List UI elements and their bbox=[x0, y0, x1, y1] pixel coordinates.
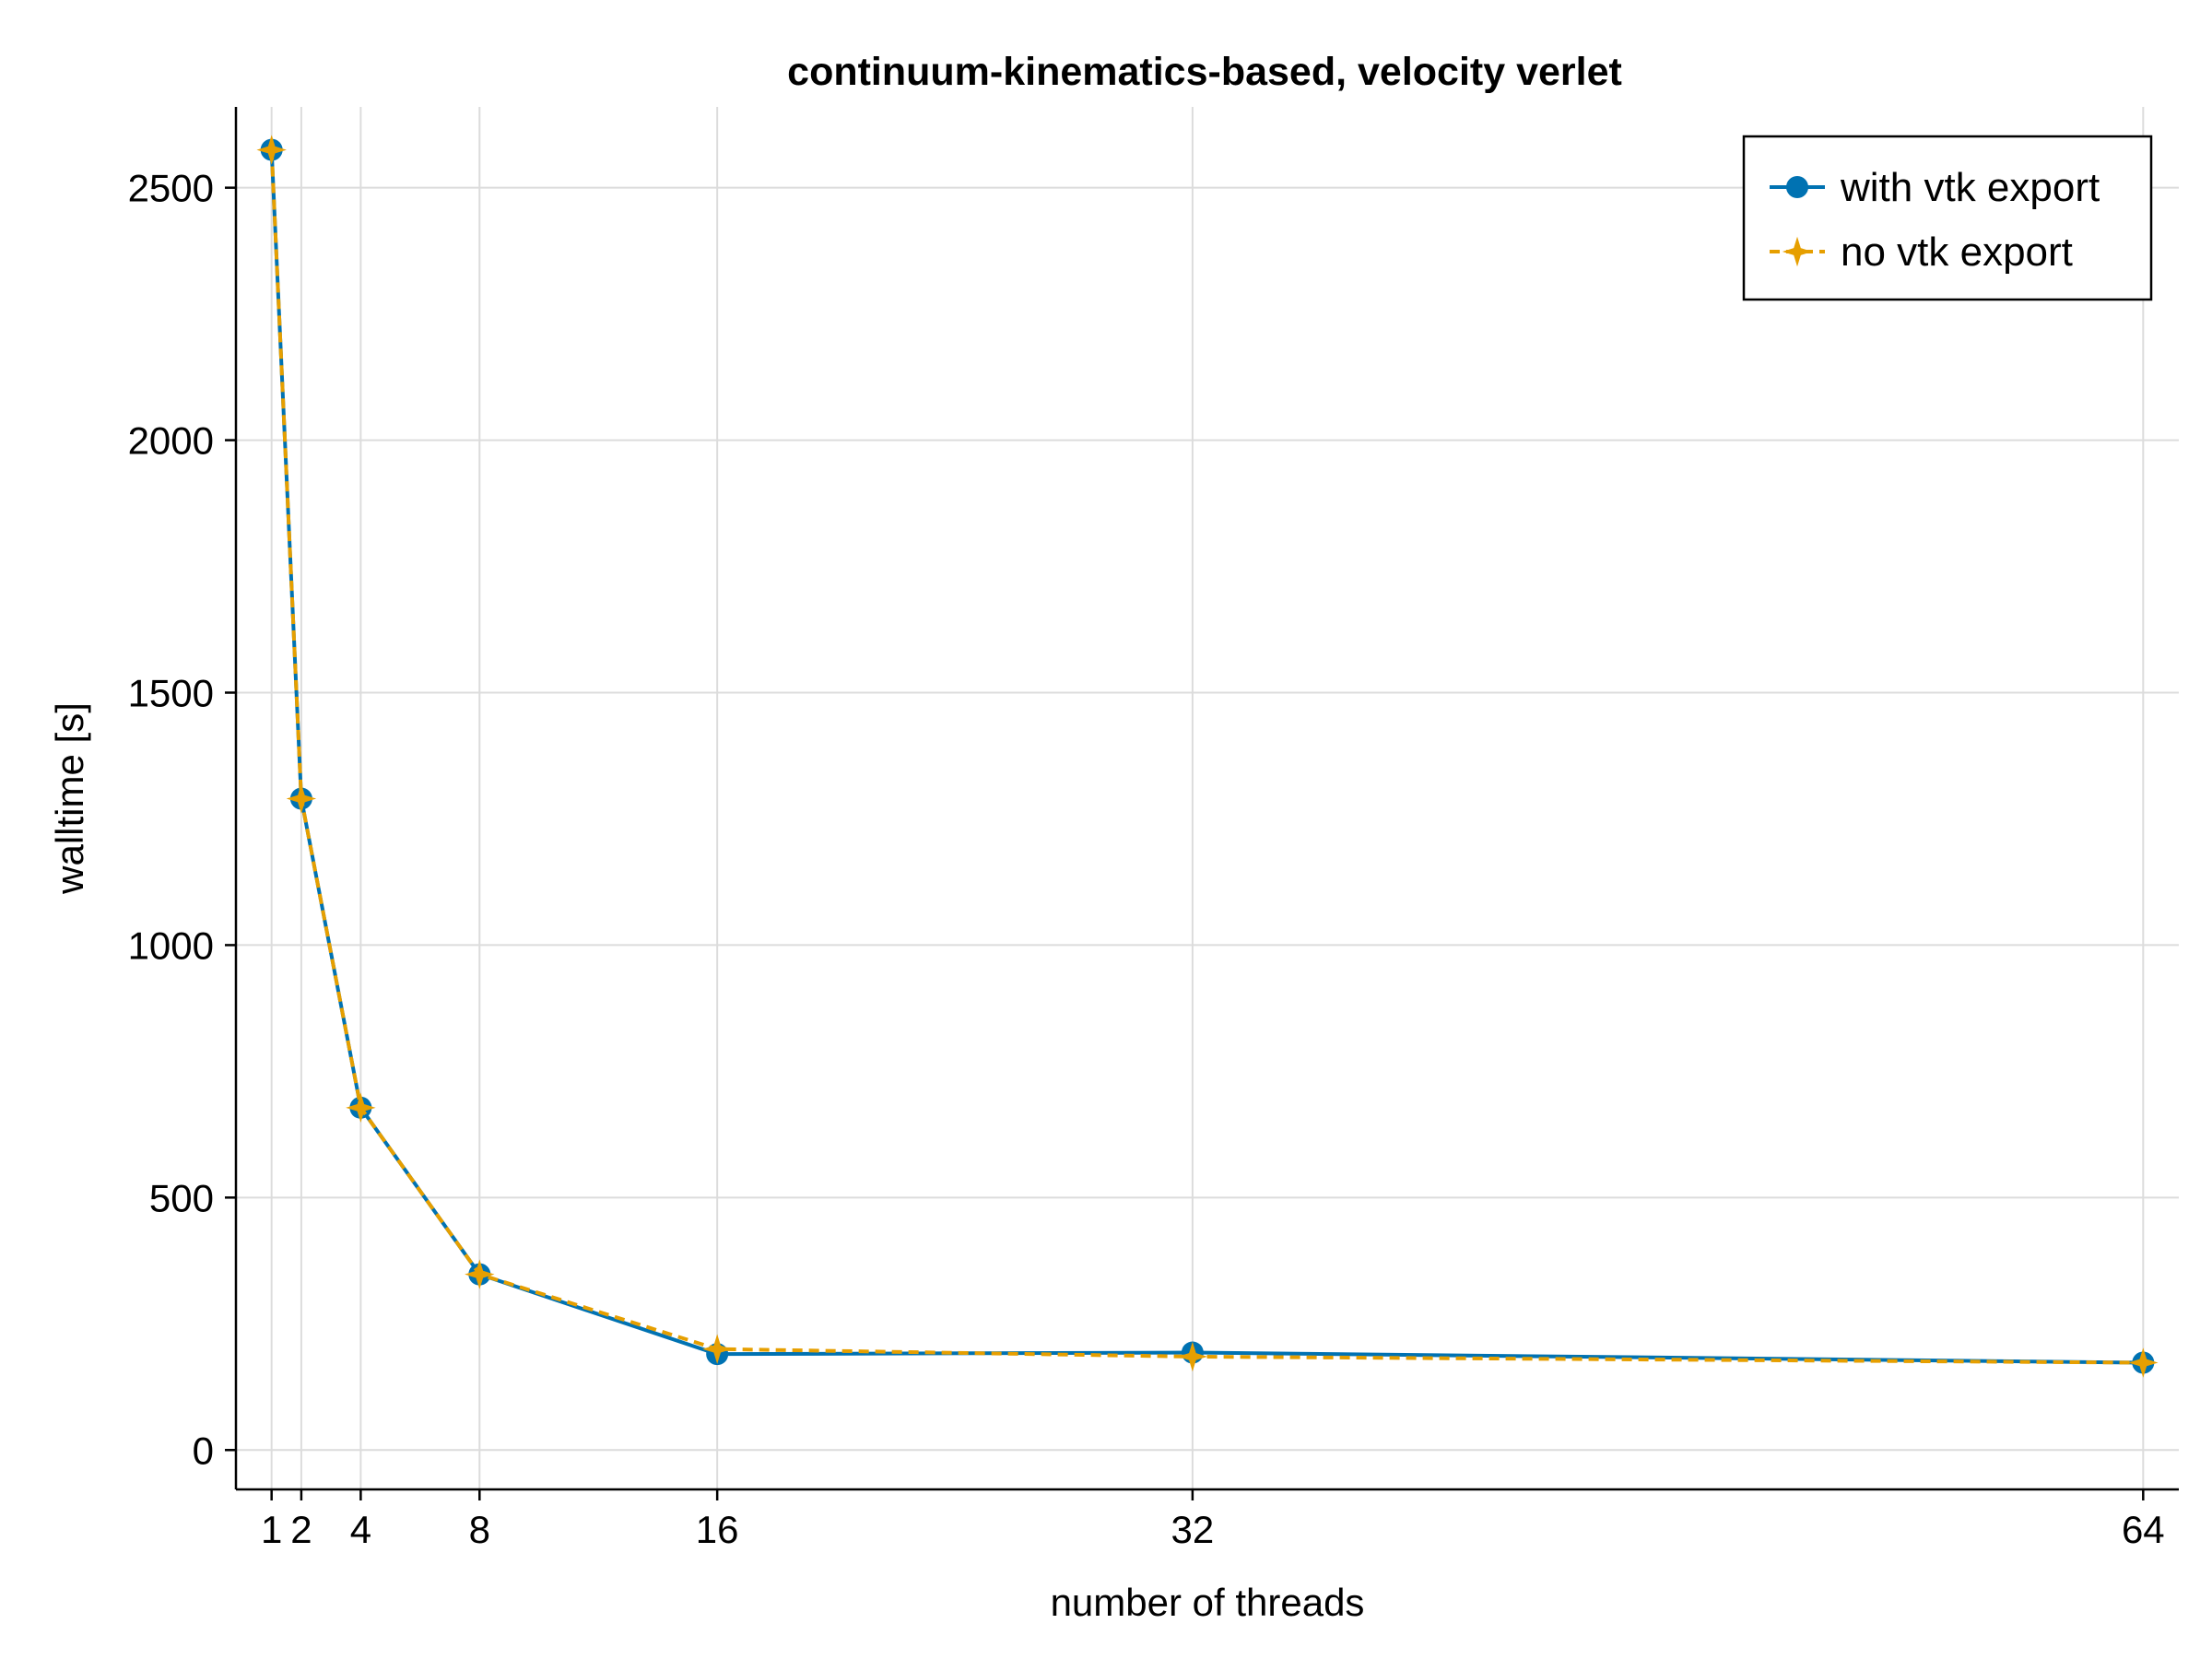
x-tick-label: 32 bbox=[1171, 1508, 1215, 1551]
data-point bbox=[2128, 1347, 2159, 1378]
y-tick-label: 1500 bbox=[128, 672, 214, 715]
x-axis-label: number of threads bbox=[1051, 1581, 1365, 1624]
y-tick-label: 2500 bbox=[128, 167, 214, 210]
y-tick-label: 2000 bbox=[128, 419, 214, 463]
chart-title: continuum-kinematics-based, velocity ver… bbox=[787, 50, 1622, 94]
x-tick-label: 1 bbox=[261, 1508, 282, 1551]
data-point bbox=[701, 1334, 733, 1364]
legend-box bbox=[1742, 135, 2153, 301]
x-tick-label: 64 bbox=[2122, 1508, 2165, 1551]
legend-entry: with vtk export bbox=[1770, 165, 2100, 210]
y-axis-label: walltime [s] bbox=[48, 702, 91, 895]
x-tick-label: 4 bbox=[350, 1508, 371, 1551]
legend-entry: no vtk export bbox=[1770, 229, 2073, 275]
x-tick-label: 16 bbox=[696, 1508, 739, 1551]
axes bbox=[234, 107, 2179, 1491]
data-point bbox=[465, 1259, 495, 1289]
x-tick-label: 8 bbox=[469, 1508, 490, 1551]
y-tick-label: 0 bbox=[193, 1429, 214, 1472]
legend-marker bbox=[1782, 236, 1813, 267]
series-no-vtk-export bbox=[256, 135, 2159, 1378]
series-layer bbox=[256, 135, 2159, 1378]
y-tick-label: 1000 bbox=[128, 924, 214, 967]
data-point bbox=[346, 1092, 376, 1124]
y-tick-label: 500 bbox=[149, 1176, 214, 1219]
ticks: 1 2 4 8 16 32 64 0 500 1000 1500 2000 2500 bbox=[128, 167, 2165, 1551]
data-point bbox=[1177, 1341, 1208, 1372]
x-tick-label: 2 bbox=[290, 1508, 312, 1551]
legend-label: with vtk export bbox=[1840, 165, 2100, 210]
data-point bbox=[256, 135, 287, 165]
legend: with vtk export no vtk export bbox=[1742, 135, 2153, 301]
legend-label: no vtk export bbox=[1841, 229, 2073, 275]
data-point bbox=[286, 783, 317, 814]
legend-marker bbox=[1786, 176, 1808, 198]
